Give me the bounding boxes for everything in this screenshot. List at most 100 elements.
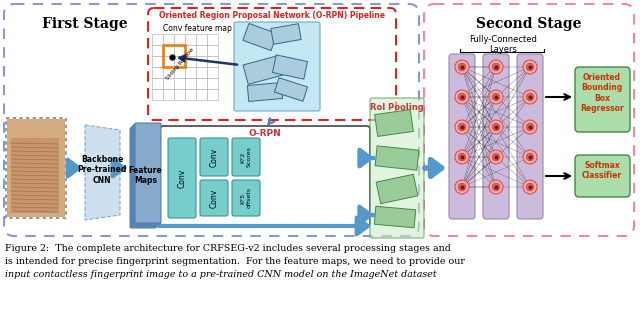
Text: Conv: Conv [209, 188, 218, 208]
Bar [374, 110, 413, 137]
Text: Softmax
Classifier: Softmax Classifier [582, 161, 622, 180]
Circle shape [523, 120, 537, 134]
Bar [163, 45, 174, 56]
Bar [196, 89, 207, 100]
Text: Feature
Maps: Feature Maps [129, 166, 163, 185]
Bar [185, 56, 196, 67]
Text: Conv: Conv [209, 147, 218, 167]
FancyBboxPatch shape [517, 54, 543, 219]
Text: Conv: Conv [177, 168, 186, 188]
Text: RoI Pooling: RoI Pooling [370, 103, 424, 112]
Text: Sliding Window: Sliding Window [165, 47, 195, 81]
Bar [152, 89, 163, 100]
FancyBboxPatch shape [130, 128, 156, 228]
Text: Fully-Connected
Layers: Fully-Connected Layers [469, 35, 537, 54]
Bar [248, 82, 283, 101]
Text: Conv feature map: Conv feature map [163, 24, 232, 33]
Text: Second Stage: Second Stage [476, 17, 582, 31]
Bar [185, 78, 196, 89]
Circle shape [458, 93, 466, 101]
Text: First Stage: First Stage [42, 17, 128, 31]
Circle shape [489, 90, 503, 104]
Circle shape [492, 123, 500, 131]
Circle shape [526, 63, 534, 71]
Bar [163, 34, 174, 45]
Circle shape [458, 123, 466, 131]
Bar [207, 67, 218, 78]
Circle shape [489, 120, 503, 134]
FancyBboxPatch shape [148, 8, 396, 120]
Circle shape [455, 60, 469, 74]
Bar [163, 67, 174, 78]
Text: Figure 2:  The complete architecture for CRFSEG-v2 includes several processing s: Figure 2: The complete architecture for … [5, 244, 451, 253]
Text: Oriented Region Proposal Network (O-RPN) Pipeline: Oriented Region Proposal Network (O-RPN)… [159, 11, 385, 20]
Bar [152, 34, 163, 45]
Circle shape [455, 90, 469, 104]
Circle shape [526, 153, 534, 161]
Circle shape [523, 150, 537, 164]
Bar [11, 138, 59, 213]
Bar [163, 45, 185, 67]
FancyBboxPatch shape [168, 138, 196, 218]
Text: Oriented
Bounding
Box
Regressor: Oriented Bounding Box Regressor [580, 73, 624, 113]
Circle shape [492, 183, 500, 191]
Bar [375, 146, 419, 170]
Text: O-RPN: O-RPN [248, 129, 282, 138]
Text: is intended for precise fingerprint segmentation.  For the feature maps, we need: is intended for precise fingerprint segm… [5, 257, 465, 266]
Bar [243, 23, 277, 51]
FancyBboxPatch shape [449, 54, 475, 219]
Bar [196, 67, 207, 78]
FancyBboxPatch shape [370, 98, 424, 238]
Circle shape [492, 63, 500, 71]
FancyBboxPatch shape [234, 22, 320, 111]
Circle shape [489, 150, 503, 164]
Circle shape [526, 183, 534, 191]
FancyBboxPatch shape [575, 155, 630, 197]
Bar [6, 118, 66, 218]
FancyBboxPatch shape [575, 67, 630, 132]
FancyBboxPatch shape [133, 125, 159, 225]
Bar [273, 55, 308, 79]
Bar [174, 34, 185, 45]
Bar [185, 89, 196, 100]
FancyBboxPatch shape [134, 124, 160, 224]
Bar [207, 78, 218, 89]
FancyBboxPatch shape [200, 180, 228, 216]
Circle shape [455, 150, 469, 164]
Bar [196, 45, 207, 56]
Circle shape [458, 153, 466, 161]
Bar [196, 78, 207, 89]
Text: input contactless fingerprint image to a pre-trained CNN model on the ImageNet d: input contactless fingerprint image to a… [5, 270, 436, 279]
Circle shape [489, 180, 503, 194]
Text: K*5
offsets: K*5 offsets [241, 187, 252, 209]
Bar [163, 89, 174, 100]
Bar [196, 34, 207, 45]
Bar [152, 45, 163, 56]
Bar [207, 56, 218, 67]
Circle shape [489, 60, 503, 74]
FancyBboxPatch shape [131, 127, 157, 227]
Bar [174, 67, 185, 78]
Bar [174, 56, 185, 67]
Polygon shape [85, 125, 120, 220]
Circle shape [526, 123, 534, 131]
Bar [152, 56, 163, 67]
Bar [174, 45, 185, 56]
FancyBboxPatch shape [232, 138, 260, 176]
Bar [174, 89, 185, 100]
FancyBboxPatch shape [483, 54, 509, 219]
FancyBboxPatch shape [135, 123, 161, 223]
Bar [207, 89, 218, 100]
Bar [196, 56, 207, 67]
Bar [185, 45, 196, 56]
Bar [163, 78, 174, 89]
Bar [185, 67, 196, 78]
Circle shape [523, 60, 537, 74]
Bar [207, 34, 218, 45]
Bar [374, 206, 416, 228]
FancyBboxPatch shape [160, 126, 370, 226]
Bar [7, 119, 65, 217]
Bar [271, 24, 301, 44]
Circle shape [523, 180, 537, 194]
Text: Backbone
Pre-trained
CNN: Backbone Pre-trained CNN [77, 155, 127, 185]
